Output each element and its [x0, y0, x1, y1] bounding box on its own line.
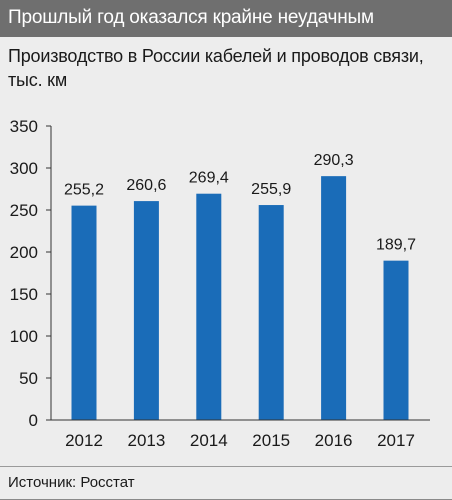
header-bar: Прошлый год оказался крайне неудачным	[0, 0, 452, 37]
y-tick-label: 0	[29, 411, 38, 430]
value-label-2017: 189,7	[376, 237, 416, 254]
value-label-2014: 269,4	[189, 170, 229, 187]
value-label-2012: 255,2	[64, 182, 104, 199]
y-axis: 0 50 100 150 200 250 300 350	[10, 117, 52, 430]
x-axis: 2012 2013 2014 2015 2016 2017	[51, 419, 430, 450]
bar-2015	[258, 205, 284, 420]
x-tick-label-2016: 2016	[315, 431, 353, 450]
chart-title: Прошлый год оказался крайне неудачным	[8, 7, 374, 28]
y-tick-label: 150	[10, 285, 38, 304]
value-label-2013: 260,6	[126, 177, 166, 194]
bar-2016	[321, 176, 347, 420]
value-labels: 255,2 260,6 269,4 255,9 290,3 189,7	[64, 152, 416, 254]
value-label-2016: 290,3	[314, 152, 354, 169]
bar-2014	[196, 193, 222, 420]
value-label-2015: 255,9	[251, 181, 291, 198]
source-note: Источник: Росстат	[8, 474, 135, 491]
x-tick-label-2013: 2013	[127, 431, 165, 450]
x-tick-label-2014: 2014	[190, 431, 228, 450]
x-tick-label-2012: 2012	[65, 431, 103, 450]
x-tick-label-2015: 2015	[252, 431, 290, 450]
source-divider	[0, 466, 452, 467]
y-tick-label: 200	[10, 243, 38, 262]
bars	[71, 176, 409, 420]
x-tick-label-2017: 2017	[377, 431, 415, 450]
y-tick-label: 350	[10, 117, 38, 136]
y-tick-label: 250	[10, 201, 38, 220]
y-tick-label: 100	[10, 327, 38, 346]
chart-subtitle: Производство в России кабелей и проводов…	[8, 46, 424, 90]
bar-2017	[383, 260, 409, 420]
y-tick-label: 300	[10, 159, 38, 178]
bar-2012	[71, 205, 97, 420]
y-tick-label: 50	[19, 369, 38, 388]
bar-2013	[133, 201, 159, 420]
